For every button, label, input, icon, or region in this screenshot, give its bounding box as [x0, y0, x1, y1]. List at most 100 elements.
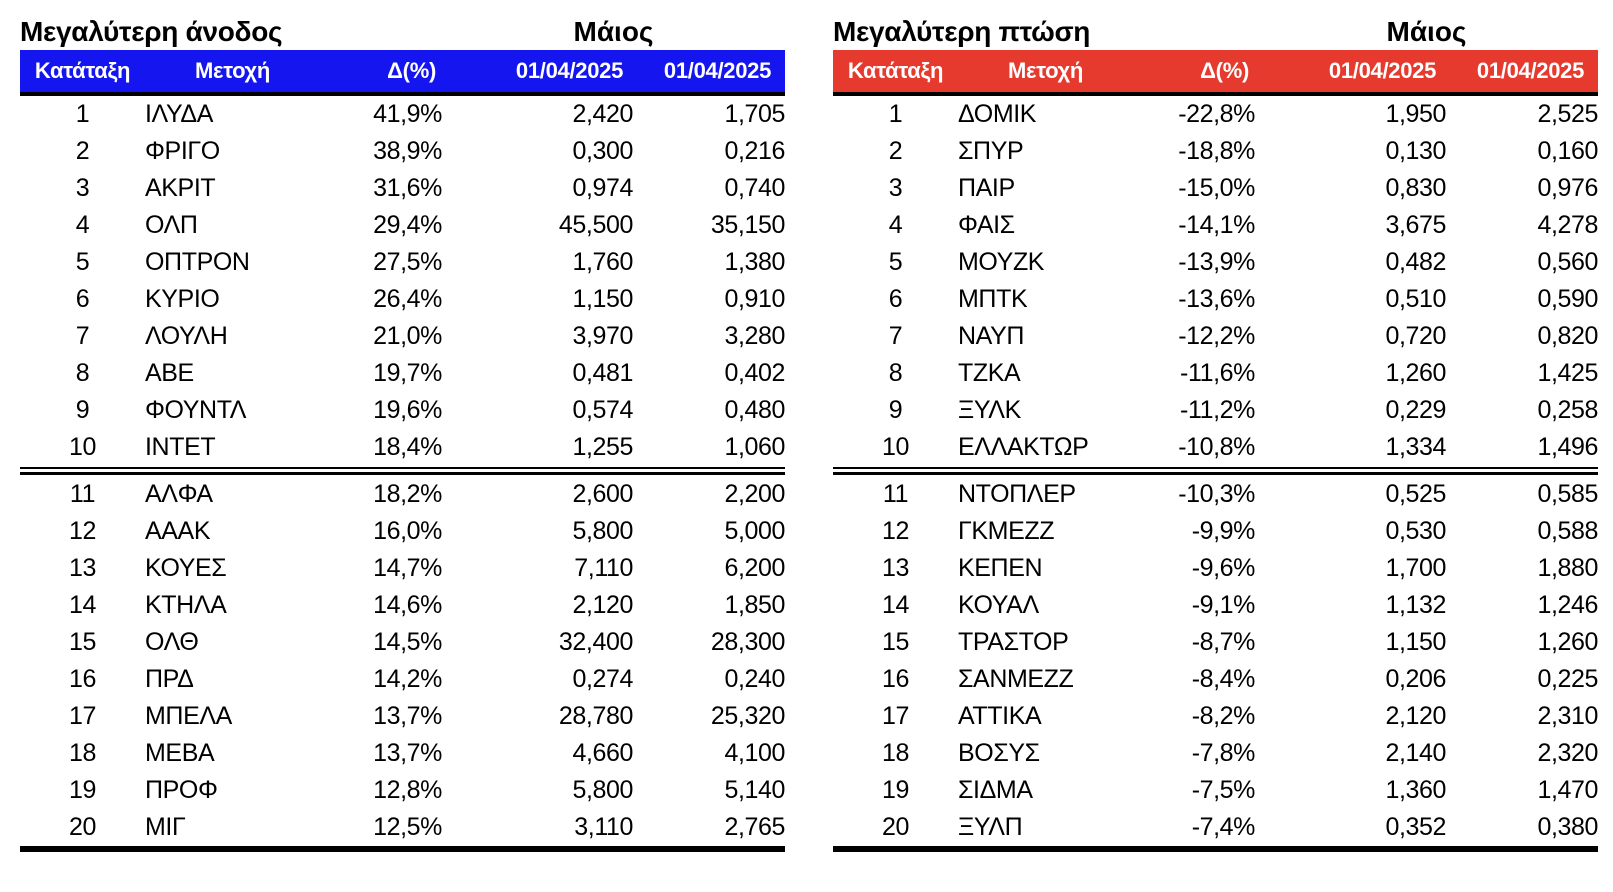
- stock-cell: ΚΕΠΕΝ: [958, 554, 1043, 582]
- price-start-cell: 0,574: [572, 396, 633, 424]
- stock-cell: ΦΑΙΣ: [958, 211, 1015, 239]
- col-header-rank: Κατάταξη: [34, 58, 131, 83]
- price-end-cell: 0,240: [724, 665, 785, 693]
- price-start-cell: 5,800: [572, 517, 633, 545]
- stock-cell: ΜΠΕΛΑ: [145, 702, 232, 730]
- rank-cell: 20: [881, 813, 909, 841]
- change-cell: -8,2%: [1191, 702, 1256, 730]
- tier-separator-line: [20, 467, 785, 475]
- price-start-cell: 3,970: [572, 322, 633, 350]
- stock-cell: ΑΑΑΚ: [145, 517, 211, 545]
- price-start-cell: 0,510: [1385, 285, 1446, 313]
- price-end-cell: 0,160: [1537, 137, 1598, 165]
- change-cell: -14,1%: [1178, 211, 1255, 239]
- change-cell: -12,2%: [1178, 322, 1255, 350]
- stock-cell: ΑΛΦΑ: [145, 480, 213, 508]
- change-cell: -22,8%: [1178, 100, 1255, 128]
- rank-cell: 4: [75, 211, 90, 239]
- rank-cell: 2: [75, 137, 90, 165]
- price-end-cell: 2,200: [724, 480, 785, 508]
- price-end-cell: 0,585: [1537, 480, 1598, 508]
- stock-cell: ΠΡΔ: [145, 665, 194, 693]
- tables-container: Μεγαλύτερη άνοδος Μάιος Κατάταξη Μετοχή …: [20, 16, 1599, 852]
- rank-cell: 14: [881, 591, 909, 619]
- col-header-date-start: 01/04/2025: [515, 58, 623, 83]
- rank-cell: 10: [68, 433, 96, 461]
- change-cell: -10,8%: [1178, 433, 1255, 461]
- rank-cell: 1: [888, 100, 903, 128]
- rank-cell: 5: [888, 248, 903, 276]
- price-start-cell: 1,950: [1385, 100, 1446, 128]
- price-end-cell: 0,225: [1537, 665, 1598, 693]
- price-end-cell: 1,380: [724, 248, 785, 276]
- table-row: 6 ΜΠΤΚ -13,6% 0,510 0,590: [833, 281, 1599, 318]
- table-row: 5 ΟΠΤΡΟΝ 27,5% 1,760 1,380: [20, 244, 786, 281]
- stock-cell: ΟΛΠ: [145, 211, 198, 239]
- table-row: 6 ΚΥΡΙΟ 26,4% 1,150 0,910: [20, 281, 786, 318]
- price-start-cell: 2,120: [572, 591, 633, 619]
- price-start-cell: 0,830: [1385, 174, 1446, 202]
- price-end-cell: 0,590: [1537, 285, 1598, 313]
- col-header-change: Δ(%): [1200, 58, 1249, 83]
- change-cell: -8,4%: [1191, 665, 1256, 693]
- price-start-cell: 45,500: [558, 211, 633, 239]
- rank-cell: 2: [888, 137, 903, 165]
- table-row: 2 ΣΠΥΡ -18,8% 0,130 0,160: [833, 133, 1599, 170]
- change-cell: -13,6%: [1178, 285, 1255, 313]
- change-cell: 18,2%: [373, 480, 442, 508]
- rank-cell: 6: [888, 285, 903, 313]
- price-end-cell: 2,765: [724, 813, 785, 841]
- price-start-cell: 1,700: [1385, 554, 1446, 582]
- change-cell: 29,4%: [373, 211, 442, 239]
- table-row: 3 ΠΑΙΡ -15,0% 0,830 0,976: [833, 170, 1599, 207]
- price-start-cell: 2,120: [1385, 702, 1446, 730]
- price-end-cell: 1,260: [1537, 628, 1598, 656]
- stock-cell: ΙΝΤΕΤ: [145, 433, 216, 461]
- stock-cell: ΚΤΗΛΑ: [145, 591, 227, 619]
- period-label: Μάιος: [1386, 16, 1467, 47]
- change-cell: 18,4%: [373, 433, 442, 461]
- stock-cell: ΣΑΝΜΕΖΖ: [958, 665, 1074, 693]
- rank-cell: 19: [881, 776, 909, 804]
- price-start-cell: 0,229: [1385, 396, 1446, 424]
- change-cell: -10,3%: [1178, 480, 1255, 508]
- table-row: 13 ΚΟΥΕΣ 14,7% 7,110 6,200: [20, 550, 785, 587]
- rank-cell: 17: [68, 702, 96, 730]
- col-header-stock: Μετοχή: [195, 58, 270, 83]
- price-start-cell: 0,481: [572, 359, 633, 387]
- change-cell: 14,2%: [373, 665, 442, 693]
- col-header-date-end: 01/04/2025: [663, 58, 771, 83]
- rank-cell: 12: [68, 517, 96, 545]
- change-cell: 14,5%: [373, 628, 442, 656]
- change-cell: -9,6%: [1191, 554, 1256, 582]
- price-start-cell: 28,780: [558, 702, 633, 730]
- price-start-cell: 0,274: [572, 665, 633, 693]
- price-end-cell: 0,216: [724, 137, 785, 165]
- rank-cell: 11: [882, 480, 909, 508]
- price-end-cell: 0,258: [1537, 396, 1598, 424]
- price-start-cell: 0,530: [1385, 517, 1446, 545]
- table-row: 15 ΟΛΘ 14,5% 32,400 28,300: [20, 624, 785, 661]
- change-cell: 13,7%: [373, 702, 442, 730]
- price-start-cell: 1,760: [572, 248, 633, 276]
- rank-cell: 13: [881, 554, 909, 582]
- stock-cell: ΑΚΡΙΤ: [145, 174, 216, 202]
- table-row: 2 ΦΡΙΓΟ 38,9% 0,300 0,216: [20, 133, 786, 170]
- stock-cell: ΦΡΙΓΟ: [145, 137, 220, 165]
- rank-cell: 19: [68, 776, 96, 804]
- change-cell: -9,9%: [1191, 517, 1256, 545]
- change-cell: 38,9%: [373, 137, 442, 165]
- table-row: 1 ΙΛΥΔΑ 41,9% 2,420 1,705: [20, 96, 786, 133]
- stock-cell: ΕΛΛΑΚΤΩΡ: [958, 433, 1089, 461]
- change-cell: 12,5%: [373, 813, 442, 841]
- price-end-cell: 0,910: [724, 285, 785, 313]
- price-start-cell: 1,150: [572, 285, 633, 313]
- price-start-cell: 2,420: [572, 100, 633, 128]
- price-start-cell: 1,132: [1385, 591, 1446, 619]
- rank-cell: 15: [68, 628, 96, 656]
- price-start-cell: 0,206: [1385, 665, 1446, 693]
- price-end-cell: 5,140: [724, 776, 785, 804]
- price-end-cell: 0,820: [1537, 322, 1598, 350]
- price-end-cell: 1,880: [1537, 554, 1598, 582]
